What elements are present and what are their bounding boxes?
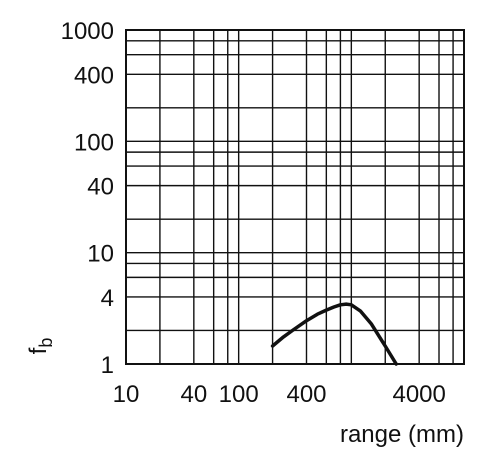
x-tick-labels: 10 40 100 400 4000 bbox=[113, 381, 446, 408]
x-tick-label: 4000 bbox=[392, 381, 445, 408]
y-axis-label-main: f bbox=[25, 347, 52, 354]
x-axis-label: range (mm) bbox=[340, 421, 464, 448]
y-tick-label: 1 bbox=[101, 352, 114, 379]
plot-frame bbox=[125, 29, 465, 365]
series-line bbox=[270, 302, 398, 366]
x-tick-label: 100 bbox=[219, 381, 259, 408]
y-tick-label: 100 bbox=[74, 129, 114, 156]
y-axis-label: fb bbox=[25, 338, 56, 355]
x-tick-label: 40 bbox=[180, 381, 207, 408]
y-tick-label: 10 bbox=[87, 241, 114, 268]
y-tick-label: 1000 bbox=[61, 18, 114, 45]
y-tick-labels: 1 4 10 40 100 400 1000 bbox=[61, 18, 114, 379]
y-axis-label-subscript: b bbox=[36, 338, 56, 348]
x-tick-label: 10 bbox=[113, 381, 140, 408]
grid bbox=[125, 29, 465, 365]
y-tick-label: 400 bbox=[74, 62, 114, 89]
x-tick-label: 400 bbox=[286, 381, 326, 408]
y-tick-label: 40 bbox=[87, 174, 114, 201]
y-tick-label: 4 bbox=[101, 285, 114, 312]
